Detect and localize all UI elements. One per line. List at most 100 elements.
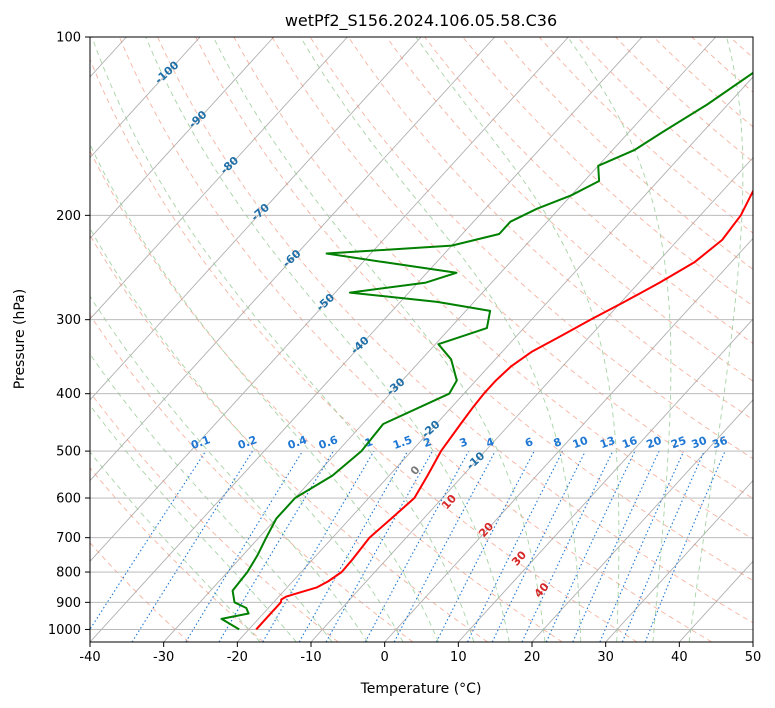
mixing-ratio-label: 6 <box>523 435 535 450</box>
isotherm-line <box>310 156 753 642</box>
moist-adiabat-line <box>91 37 475 642</box>
isotherm-line <box>605 479 753 642</box>
x-axis-label: Temperature (°C) <box>360 681 482 697</box>
mixing-ratio-label: 16 <box>620 434 639 452</box>
isotherm-line <box>90 37 643 642</box>
moist-adiabat-line <box>567 37 672 642</box>
isotherm-line <box>90 37 275 240</box>
y-tick-label: 600 <box>56 492 81 507</box>
y-tick-label: 500 <box>56 445 81 460</box>
y-tick-label: 400 <box>56 387 81 402</box>
dry-adiabat-line <box>90 467 264 642</box>
mixing-ratio-label: 3 <box>458 435 470 450</box>
mixing-ratio-line <box>298 450 409 642</box>
isotherm-line <box>90 37 422 401</box>
mixing-ratio-label: 4 <box>484 435 496 450</box>
y-axis-label: Pressure (hPa) <box>12 289 28 389</box>
moist-adiabat-line <box>90 295 369 642</box>
mixing-ratio-label: 0.4 <box>286 433 309 452</box>
dry-adiabat-line <box>233 37 753 540</box>
mixing-ratio-line <box>218 450 334 642</box>
y-tick-label: 1000 <box>48 623 81 638</box>
y-tick-label: 900 <box>56 596 81 611</box>
moist-adiabat-line <box>145 37 510 642</box>
x-tick-label: 10 <box>450 650 467 665</box>
moist-adiabat-line <box>688 37 744 642</box>
temperature-profile <box>255 188 753 631</box>
y-axis-ticks: 100 200 300 400 500 600 700 800 900 1000 <box>48 31 90 638</box>
mixing-ratio-label: 20 <box>645 434 664 452</box>
mixing-ratio-label: 2 <box>422 435 434 450</box>
x-tick-label: -20 <box>227 650 248 665</box>
dry-adiabat-line <box>90 234 488 642</box>
moist-adiabat-line <box>90 353 333 642</box>
moist-adiabat-line <box>90 404 297 642</box>
dry-adiabat-line <box>424 37 753 344</box>
x-tick-label: -30 <box>153 650 174 665</box>
mixing-ratio-label: 0.1 <box>189 433 212 452</box>
mixing-ratio-label: 30 <box>690 434 709 452</box>
mixing-ratio-labels: 0.1 0.2 0.4 0.6 1 1.5 2 3 4 6 8 10 13 16 20 25 30 36 <box>189 433 729 452</box>
mixing-ratio-line <box>364 450 470 642</box>
y-tick-label: 300 <box>56 313 81 328</box>
dry-adiabat-line <box>195 37 753 582</box>
mixing-ratio-label: 13 <box>598 434 617 451</box>
isotherm-line <box>237 76 753 642</box>
mixing-ratio-line <box>131 450 254 642</box>
moist-adiabat-line <box>90 227 404 642</box>
mixing-ratio-line <box>521 450 614 642</box>
y-tick-label: 800 <box>56 566 81 581</box>
dry-adiabat-line <box>90 58 638 642</box>
isotherm-line <box>90 37 348 320</box>
dry-adiabat-line <box>157 37 753 624</box>
moist-adiabat-line <box>415 37 620 642</box>
chart-title: wetPf2_S156.2024.106.05.58.C36 <box>285 11 557 31</box>
mixing-ratio-label: 1.5 <box>391 433 414 452</box>
y-tick-label: 200 <box>56 209 81 224</box>
mixing-ratio-label: 0.6 <box>317 433 340 452</box>
x-tick-label: 20 <box>524 650 541 665</box>
profile-lines <box>220 71 753 631</box>
dry-adiabat-line <box>118 37 712 642</box>
dry-adiabat-line <box>90 391 339 642</box>
isotherm-line <box>384 237 753 642</box>
dry-adiabat-line <box>271 37 753 500</box>
x-tick-label: -10 <box>300 650 321 665</box>
mixing-ratio-line <box>572 450 660 642</box>
mixing-ratio-label: 0.2 <box>236 433 259 452</box>
mixing-ratio-line <box>185 450 304 642</box>
background-lines <box>90 37 753 642</box>
mixing-ratio-line <box>262 450 375 642</box>
mixing-ratio-label: 36 <box>711 434 730 452</box>
x-tick-label: 50 <box>745 650 762 665</box>
isotherm-line <box>90 37 496 482</box>
pressure-gridlines <box>90 37 753 630</box>
mixing-ratio-label: 10 <box>571 434 590 452</box>
x-axis-ticks: -40 -30 -20 -10 0 10 20 30 40 50 <box>79 642 761 665</box>
x-tick-label: 0 <box>381 650 389 665</box>
plot-frame <box>89 36 754 643</box>
mixing-ratio-line <box>491 450 586 642</box>
x-tick-label: -40 <box>79 650 100 665</box>
mixing-ratio-label: 8 <box>552 435 564 450</box>
moist-adiabat-line <box>212 37 546 642</box>
y-tick-label: 700 <box>56 531 81 546</box>
mixing-ratio-line <box>621 450 705 642</box>
mixing-ratio-line <box>545 450 636 642</box>
isotherm-line <box>90 37 569 562</box>
isotherm-line <box>458 318 753 642</box>
isotherm-line <box>531 399 753 642</box>
mixing-ratio-label: 25 <box>669 434 688 451</box>
mixing-ratio-line <box>325 450 433 642</box>
mixing-ratio-line <box>644 450 726 642</box>
isotherm-line <box>90 37 201 159</box>
x-tick-label: 30 <box>597 650 614 665</box>
dry-adiabat-line <box>90 314 414 642</box>
moist-adiabat-line <box>300 37 582 642</box>
dewpoint-profile <box>220 71 753 631</box>
y-tick-label: 100 <box>56 31 81 46</box>
isotherm-line <box>163 37 717 642</box>
x-tick-label: 40 <box>671 650 688 665</box>
